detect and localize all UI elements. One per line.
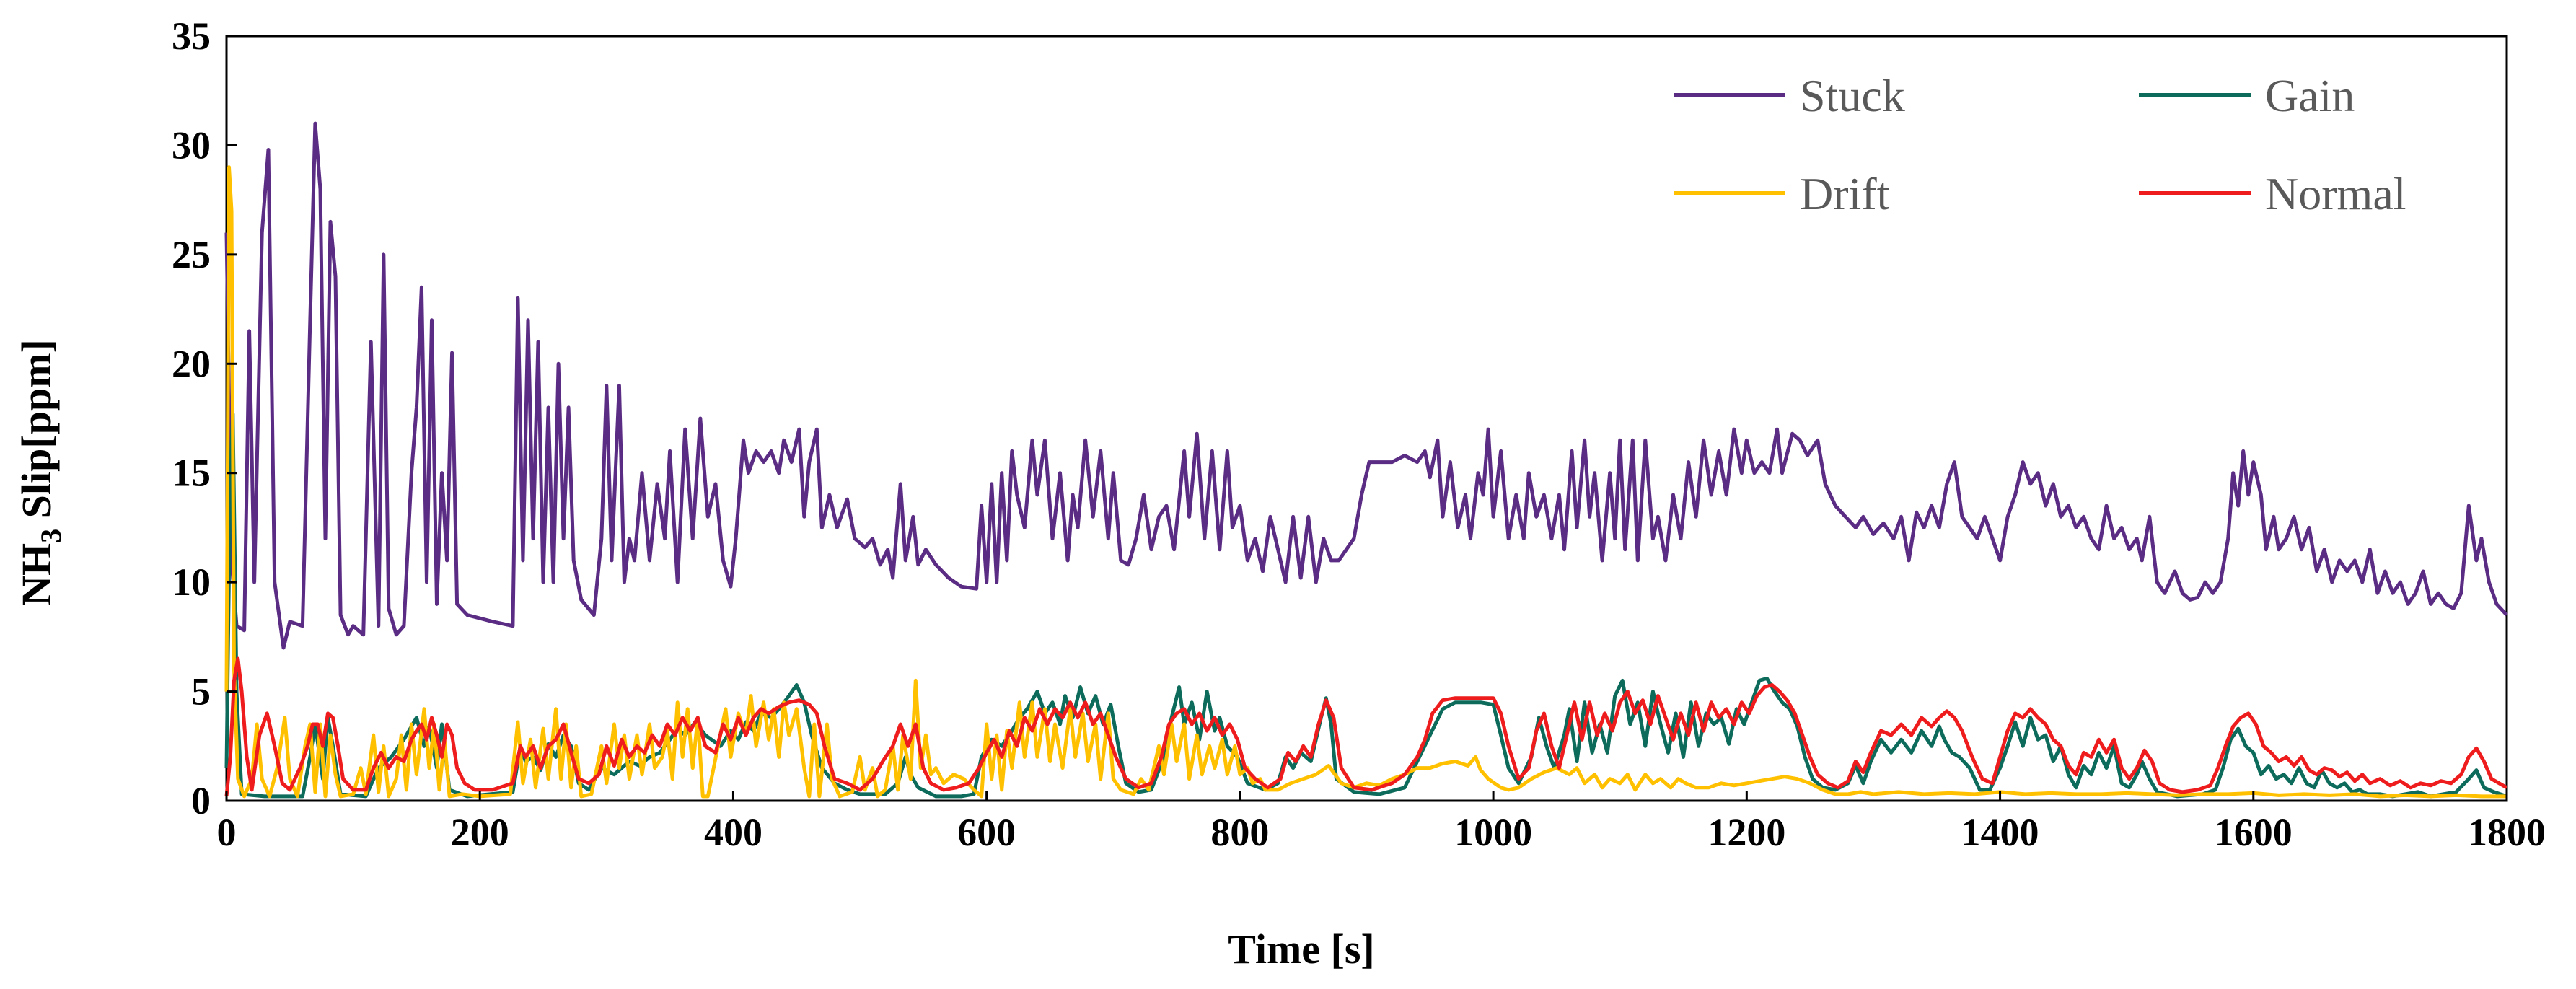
series-line-normal (224, 656, 2508, 797)
series-line-drift (224, 165, 2507, 799)
series-line-stuck (224, 121, 2508, 650)
x-tick-label: 1600 (2215, 811, 2293, 854)
x-tick-label: 1400 (1961, 811, 2039, 854)
y-tick-label: 0 (191, 779, 211, 822)
x-tick-label: 600 (957, 811, 1016, 854)
x-tick-label: 200 (451, 811, 509, 854)
series-line-gain (224, 412, 2507, 799)
axis-ticks: 0 200 400 600 800 1000 1200 1400 1600 1800 0 5 10 15 2… (172, 14, 2546, 854)
series-layer (224, 121, 2508, 799)
x-axis-title: Time [s] (1228, 926, 1375, 972)
y-tick-label: 25 (172, 233, 211, 276)
x-tick-label: 800 (1210, 811, 1269, 854)
x-tick-label: 1000 (1454, 811, 1532, 854)
y-tick-label: 15 (172, 452, 211, 495)
legend-label-gain: Gain (2265, 70, 2355, 121)
y-tick-label: 5 (191, 670, 211, 713)
y-tick-label: 20 (172, 342, 211, 385)
y-axis-title-rest: Slip[ppm] (13, 339, 60, 529)
y-tick-label: 10 (172, 561, 211, 604)
legend: Stuck Gain Drift Normal (1674, 70, 2406, 219)
y-axis-title-sub: 3 (35, 529, 67, 543)
x-tick-label: 400 (704, 811, 762, 854)
y-tick-label: 35 (172, 14, 211, 58)
legend-label-normal: Normal (2265, 168, 2406, 219)
y-tick-label: 30 (172, 123, 211, 167)
y-axis-title-main: NH (13, 543, 60, 606)
x-tick-label: 0 (217, 811, 237, 854)
legend-label-drift: Drift (1800, 168, 1890, 219)
legend-label-stuck: Stuck (1800, 70, 1905, 121)
y-axis-title: NH3 Slip[ppm] (13, 339, 67, 606)
x-tick-label: 1200 (1707, 811, 1785, 854)
x-tick-label: 1800 (2468, 811, 2546, 854)
